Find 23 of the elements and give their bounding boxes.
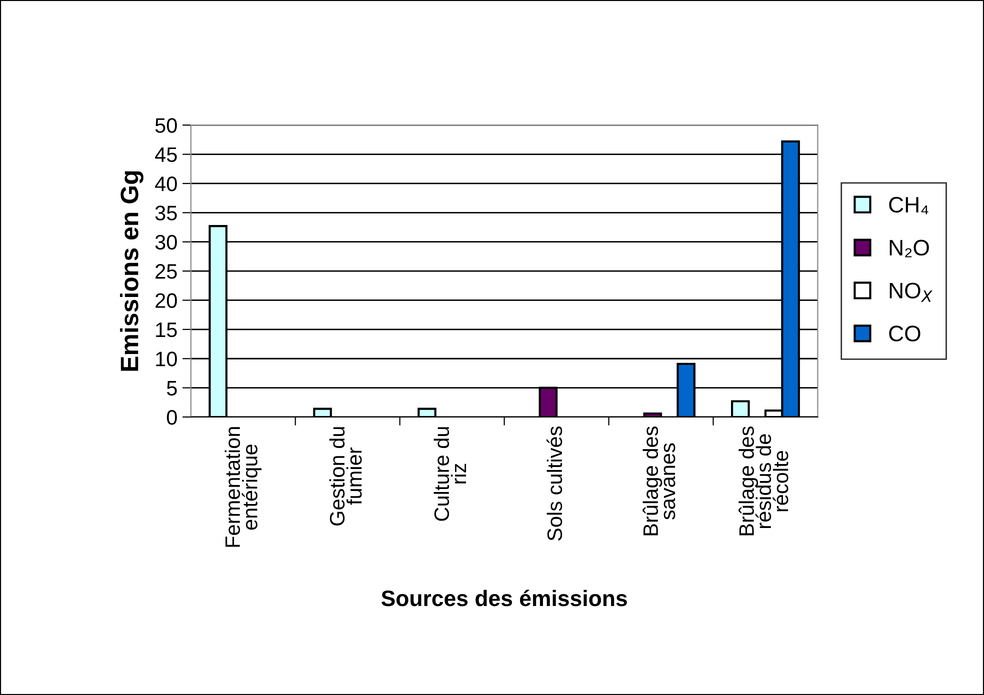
- legend-label: CH₄: [889, 196, 928, 214]
- x-tick-label: Brûlage des résidus de récolte: [738, 426, 788, 536]
- x-tick-label: Brûlage des savanes: [642, 426, 676, 536]
- y-axis-title: Emissions en Gg: [120, 171, 144, 371]
- y-tick-label: 35: [155, 206, 177, 220]
- x-tick-label: Gestion du fumier: [329, 427, 362, 526]
- y-tick-label: 20: [156, 293, 177, 308]
- y-tick-label: 10: [156, 352, 177, 366]
- y-tick-label: 25: [156, 264, 177, 279]
- y-tick-label: 5: [166, 381, 177, 396]
- y-tick-label: 45: [155, 148, 177, 162]
- legend-label: CO: [889, 326, 920, 342]
- y-tick-label: 15: [156, 322, 177, 338]
- legend-label: N₂O: [890, 240, 929, 258]
- y-tick-label: 40: [155, 176, 177, 192]
- x-tick-label: Fermentation entérique: [224, 427, 262, 547]
- x-axis-title: Sources des émissions: [381, 590, 627, 606]
- y-tick-label: 50: [155, 118, 177, 133]
- y-tick-label: 0: [166, 410, 177, 425]
- y-tick-label: 30: [155, 234, 177, 250]
- x-tick-label: Sols cultivés: [546, 426, 562, 541]
- legend-label: NO$_{X}$: [890, 282, 932, 302]
- x-tick-label: Culture du riz: [434, 427, 466, 521]
